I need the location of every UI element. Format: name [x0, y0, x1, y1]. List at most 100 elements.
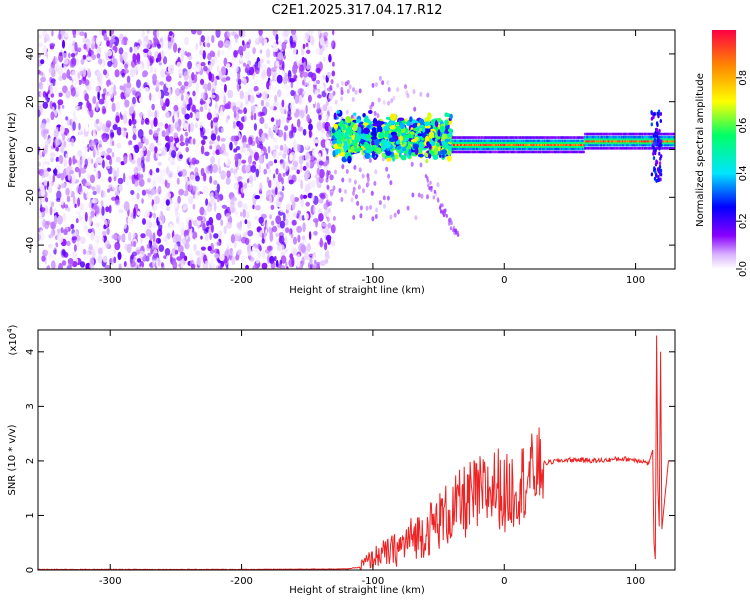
- spectrogram-cell: [66, 140, 71, 150]
- spectrogram-cell: [279, 220, 285, 229]
- spectrogram-cell: [261, 244, 268, 250]
- spectrogram-cell: [334, 99, 338, 105]
- spectrogram-cell: [189, 138, 194, 145]
- spectrogram-cell: [259, 49, 263, 54]
- spectrogram-cell: [94, 235, 101, 244]
- spectrogram-cell: [126, 243, 132, 254]
- spectrogram-cell: [107, 188, 111, 193]
- spectrogram-cell: [185, 146, 189, 153]
- spectrogram-cell: [44, 55, 47, 64]
- spectrogram-cell: [261, 132, 266, 143]
- spectrogram-cell: [359, 205, 363, 211]
- spectrogram-cell: [217, 158, 221, 167]
- spectrogram-cell: [209, 233, 213, 241]
- spectrogram-cell: [86, 56, 92, 61]
- spectrogram-cell: [59, 196, 65, 206]
- spectrogram-cell: [243, 196, 247, 201]
- spectrogram-cell: [228, 250, 234, 256]
- spectrogram-cell: [350, 145, 355, 153]
- spectrogram-cell: [176, 142, 181, 148]
- spectrogram-cell: [305, 141, 309, 149]
- spectrogram-cell: [254, 79, 259, 85]
- spectrogram-cell: [352, 112, 357, 116]
- spectrogram-cell: [282, 35, 289, 40]
- spectrogram-cell: [245, 44, 251, 49]
- spectrogram-cell: [120, 106, 125, 115]
- spectrogram-cell: [156, 30, 160, 38]
- spectrogram-cell: [204, 86, 208, 94]
- spectrogram-cell: [396, 87, 400, 92]
- spectrogram-cell: [281, 31, 285, 37]
- spectrogram-cell: [245, 164, 251, 173]
- spectrogram-cell: [80, 219, 86, 225]
- spectrogram-cell: [97, 90, 100, 101]
- spectrogram-cell: [210, 259, 215, 267]
- spectrogram-cell: [406, 93, 410, 99]
- spectrogram-cell: [167, 241, 173, 246]
- spectrogram-cell: [234, 153, 239, 162]
- spectrogram-cell: [116, 142, 122, 149]
- spectrogram-cell: [113, 36, 119, 47]
- spectrogram-cell: [128, 231, 132, 242]
- spectrogram-cell: [277, 129, 284, 138]
- spectrogram-cell: [101, 236, 105, 244]
- spectrogram-cell: [180, 85, 186, 91]
- spectrogram-cell: [316, 121, 322, 131]
- spectrogram-cell: [134, 203, 139, 210]
- spectrogram-cell: [87, 232, 91, 238]
- spectrogram-cell: [189, 174, 195, 179]
- spectrogram-cell: [302, 165, 307, 171]
- spectrogram-cell: [237, 78, 242, 86]
- spectrogram-cell: [290, 194, 295, 204]
- spectrogram-cell: [417, 192, 421, 198]
- spectrogram-cell: [199, 100, 206, 105]
- spectrogram-cell: [372, 127, 377, 134]
- spectrogram-cell: [181, 168, 188, 177]
- spectrogram-cell: [105, 100, 109, 108]
- spectrogram-cell: [117, 177, 124, 185]
- spectrogram-cell: [285, 261, 288, 268]
- spectrogram-cell: [132, 52, 137, 63]
- spectrogram-cell: [269, 232, 274, 242]
- spectrogram-cell: [274, 144, 279, 150]
- spectrogram-cell: [252, 47, 256, 55]
- spectrogram-cell: [327, 170, 331, 176]
- spectrogram-cell: [278, 39, 283, 47]
- spectrogram-cell: [133, 152, 136, 161]
- spectrogram-cell: [151, 180, 156, 190]
- spectrogram-cell: [277, 172, 282, 183]
- spectrogram-cell: [382, 195, 386, 201]
- spectrogram-cell: [88, 218, 92, 226]
- spectrogram-cell: [92, 198, 98, 204]
- spectrogram-cell: [162, 56, 168, 65]
- spectrogram-cell: [298, 94, 303, 105]
- spectrogram-cell: [301, 155, 305, 162]
- spectrogram-cell: [231, 256, 236, 266]
- spectrogram-cell: [176, 61, 182, 69]
- spectrogram-cell: [312, 253, 318, 261]
- spectrogram-cell: [229, 141, 233, 151]
- spectrogram-cell: [243, 107, 248, 115]
- spectrogram-cell: [258, 216, 264, 224]
- spectrogram-cell: [387, 173, 391, 179]
- spectrogram-cell: [195, 82, 200, 93]
- spectrogram-cell: [57, 99, 64, 106]
- spectrogram-cell: [199, 121, 203, 129]
- spectrogram-cell: [239, 147, 245, 154]
- spectrogram-cell: [304, 89, 311, 96]
- spectrogram-cell: [290, 89, 295, 97]
- spectrogram-cell: [205, 260, 209, 265]
- spectrogram-cell: [224, 157, 228, 165]
- spectrogram-cell: [45, 205, 49, 214]
- spectrogram-cell: [127, 216, 134, 225]
- spectrogram-cell: [165, 98, 170, 107]
- spectrogram-cell: [95, 118, 100, 124]
- spectrogram-cell: [115, 156, 121, 163]
- spectrogram-cell: [285, 227, 290, 234]
- spectrogram-cell: [128, 106, 135, 114]
- spectrogram-cell: [280, 244, 285, 252]
- spectrogram-cell: [151, 93, 157, 103]
- spectrogram-cell: [178, 154, 183, 159]
- spectrogram-cell: [306, 79, 311, 89]
